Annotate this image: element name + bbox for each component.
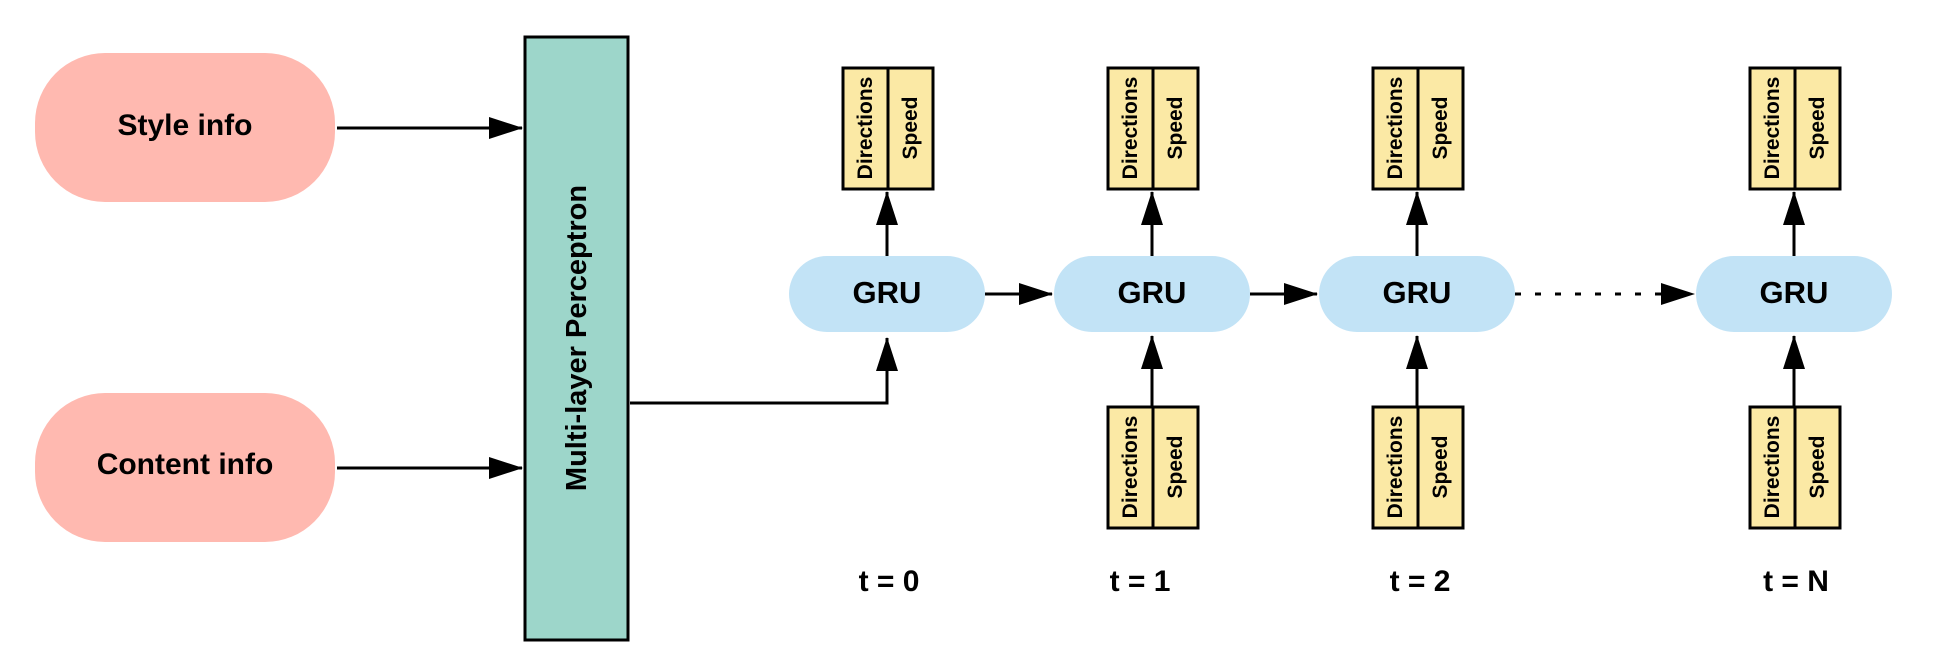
gru-shape: [1696, 256, 1892, 332]
directions-label: Directions: [1384, 416, 1407, 519]
speed-label: Speed: [1164, 435, 1187, 498]
directions-label: Directions: [854, 77, 877, 180]
gru-shape: [1054, 256, 1250, 332]
timestep-label-1: t = 1: [1110, 565, 1171, 598]
directions-label: Directions: [1384, 77, 1407, 180]
directions-cell: [1371, 66, 1420, 191]
speed-cell: [1151, 66, 1200, 191]
gru-label: GRU: [1383, 275, 1452, 310]
gru-cell-n: GRU: [1696, 256, 1892, 332]
speed-label: Speed: [1429, 435, 1452, 498]
speed-cell: [1793, 405, 1842, 530]
input-box-t2: Directions Speed: [1371, 405, 1465, 530]
gru-cell-2: GRU: [1319, 256, 1515, 332]
mlp-label: Multi-layer Perceptron: [561, 185, 593, 491]
directions-cell: [1371, 405, 1420, 530]
mlp-block: Multi-layer Perceptron: [523, 35, 630, 642]
directions-label: Directions: [1761, 77, 1784, 180]
mlp-to-gru0-connector: [630, 337, 898, 405]
style-info-label: Style info: [117, 109, 252, 142]
directions-label: Directions: [1761, 416, 1784, 519]
speed-label: Speed: [1806, 96, 1829, 159]
timestep-label-0: t = 0: [859, 565, 920, 598]
output-box-tn: Directions Speed: [1748, 66, 1842, 191]
speed-label: Speed: [1806, 435, 1829, 498]
input-box-t1: Directions Speed: [1106, 405, 1200, 530]
speed-cell: [1416, 66, 1465, 191]
speed-label: Speed: [1164, 96, 1187, 159]
speed-label: Speed: [1429, 96, 1452, 159]
gru-shape: [789, 256, 985, 332]
gru-shape: [1319, 256, 1515, 332]
directions-label: Directions: [1119, 416, 1142, 519]
speed-cell: [1151, 405, 1200, 530]
speed-label: Speed: [899, 96, 922, 159]
directions-cell: [1106, 66, 1155, 191]
mlp-shape: [523, 35, 630, 642]
gru-label: GRU: [1760, 275, 1829, 310]
style-info-node: Style info: [35, 53, 335, 202]
output-box-t1: Directions Speed: [1106, 66, 1200, 191]
directions-label: Directions: [1119, 77, 1142, 180]
speed-cell: [1416, 405, 1465, 530]
content-info-node: Content info: [35, 393, 335, 542]
directions-cell: [1106, 405, 1155, 530]
directions-cell: [1748, 66, 1797, 191]
gru-label: GRU: [1118, 275, 1187, 310]
timestep-label-2: t = 2: [1390, 565, 1451, 598]
input-box-tn: Directions Speed: [1748, 405, 1842, 530]
gru-label: GRU: [853, 275, 922, 310]
timestep-label-n: t = N: [1763, 565, 1829, 598]
content-info-shape: [35, 393, 335, 542]
output-box-t0: Directions Speed: [841, 66, 935, 191]
gru-cell-1: GRU: [1054, 256, 1250, 332]
speed-cell: [1793, 66, 1842, 191]
output-box-t2: Directions Speed: [1371, 66, 1465, 191]
gru-cell-0: GRU: [789, 256, 985, 332]
directions-cell: [1748, 405, 1797, 530]
style-info-shape: [35, 53, 335, 202]
content-info-label: Content info: [97, 448, 274, 481]
speed-cell: [886, 66, 935, 191]
